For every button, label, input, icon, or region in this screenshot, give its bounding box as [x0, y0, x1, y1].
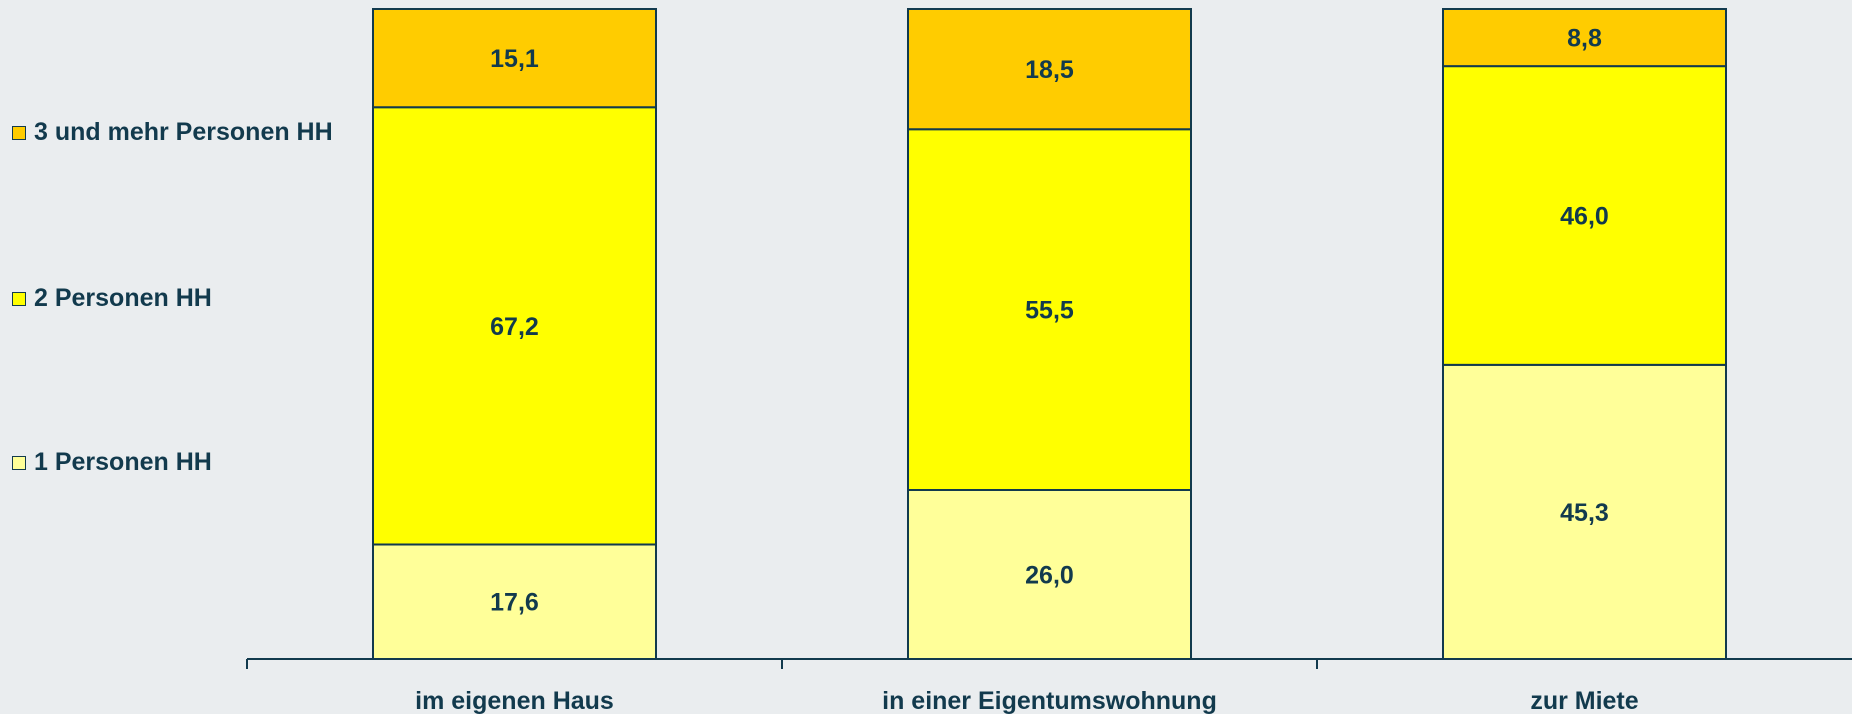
- legend-label-3-persons: 3 und mehr Personen HH: [34, 118, 333, 146]
- legend-item-1-person: 1 Personen HH: [12, 446, 334, 478]
- legend-label-2-persons: 2 Personen HH: [34, 284, 212, 312]
- bar-segment: [1442, 65, 1727, 366]
- legend-swatch-1-person: [12, 456, 26, 470]
- bar-segment: [907, 8, 1192, 131]
- x-tick-label: zur Miete: [1530, 687, 1638, 714]
- data-label: 26,0: [1025, 562, 1074, 590]
- legend-swatch-3-persons: [12, 126, 26, 140]
- data-label: 17,6: [490, 589, 539, 617]
- bar-segment: [1442, 8, 1727, 68]
- legend-swatch-2-persons: [12, 292, 26, 306]
- legend-item-3-persons: 3 und mehr Personen HH: [12, 116, 334, 148]
- data-label: 45,3: [1560, 499, 1609, 527]
- legend-label-1-person: 1 Personen HH: [34, 448, 212, 476]
- bar-segment: [907, 489, 1192, 660]
- legend-item-2-persons: 2 Personen HH: [12, 282, 334, 314]
- data-label: 8,8: [1567, 25, 1602, 53]
- bar-segment: [372, 8, 657, 109]
- x-tick-label: in einer Eigentumswohnung: [882, 687, 1217, 714]
- data-label: 18,5: [1025, 56, 1074, 84]
- bar-segment: [907, 128, 1192, 491]
- data-label: 46,0: [1560, 202, 1609, 230]
- data-label: 15,1: [490, 45, 539, 73]
- x-tick-label: im eigenen Haus: [415, 687, 614, 714]
- bar-segment: [1442, 363, 1727, 660]
- data-label: 67,2: [490, 313, 539, 341]
- bar-segment: [372, 106, 657, 546]
- bar-segment: [372, 543, 657, 660]
- data-label: 55,5: [1025, 297, 1074, 325]
